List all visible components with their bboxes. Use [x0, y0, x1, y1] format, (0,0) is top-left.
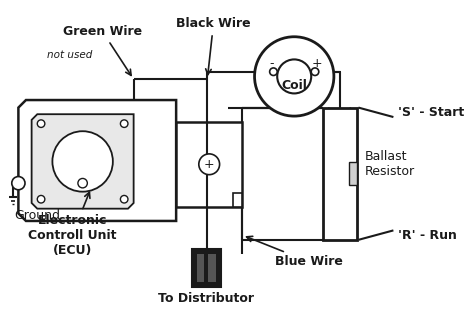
Circle shape	[120, 120, 128, 127]
Bar	[233, 193, 242, 207]
Bar	[176, 122, 242, 207]
Text: Electronic
Controll Unit
(ECU): Electronic Controll Unit (ECU)	[28, 192, 116, 257]
Text: not used: not used	[47, 50, 92, 60]
Text: +: +	[311, 57, 322, 70]
Circle shape	[37, 195, 45, 203]
Circle shape	[120, 195, 128, 203]
Text: Coil: Coil	[281, 79, 307, 92]
Text: +: +	[204, 158, 215, 171]
Polygon shape	[32, 114, 134, 209]
Bar	[192, 249, 220, 287]
Circle shape	[12, 177, 25, 190]
Text: To Distributor: To Distributor	[158, 292, 255, 305]
Circle shape	[270, 68, 277, 76]
Circle shape	[53, 131, 113, 192]
Bar	[208, 254, 216, 283]
Text: 'R' - Run: 'R' - Run	[398, 228, 457, 242]
Bar	[349, 162, 356, 185]
Polygon shape	[18, 100, 176, 221]
Text: 'S' - Start: 'S' - Start	[398, 106, 465, 119]
Text: Blue Wire: Blue Wire	[246, 236, 343, 268]
Text: -: -	[269, 57, 274, 70]
Text: Ground: Ground	[15, 209, 61, 222]
Text: Green Wire: Green Wire	[63, 25, 142, 76]
Text: Black Wire: Black Wire	[176, 17, 251, 75]
Circle shape	[37, 120, 45, 127]
Bar	[322, 107, 356, 240]
Circle shape	[255, 37, 334, 116]
Circle shape	[311, 68, 319, 76]
Bar	[197, 254, 204, 283]
Circle shape	[78, 179, 87, 188]
Circle shape	[277, 59, 311, 94]
Text: Ballast
Resistor: Ballast Resistor	[365, 150, 415, 178]
Circle shape	[199, 154, 219, 175]
